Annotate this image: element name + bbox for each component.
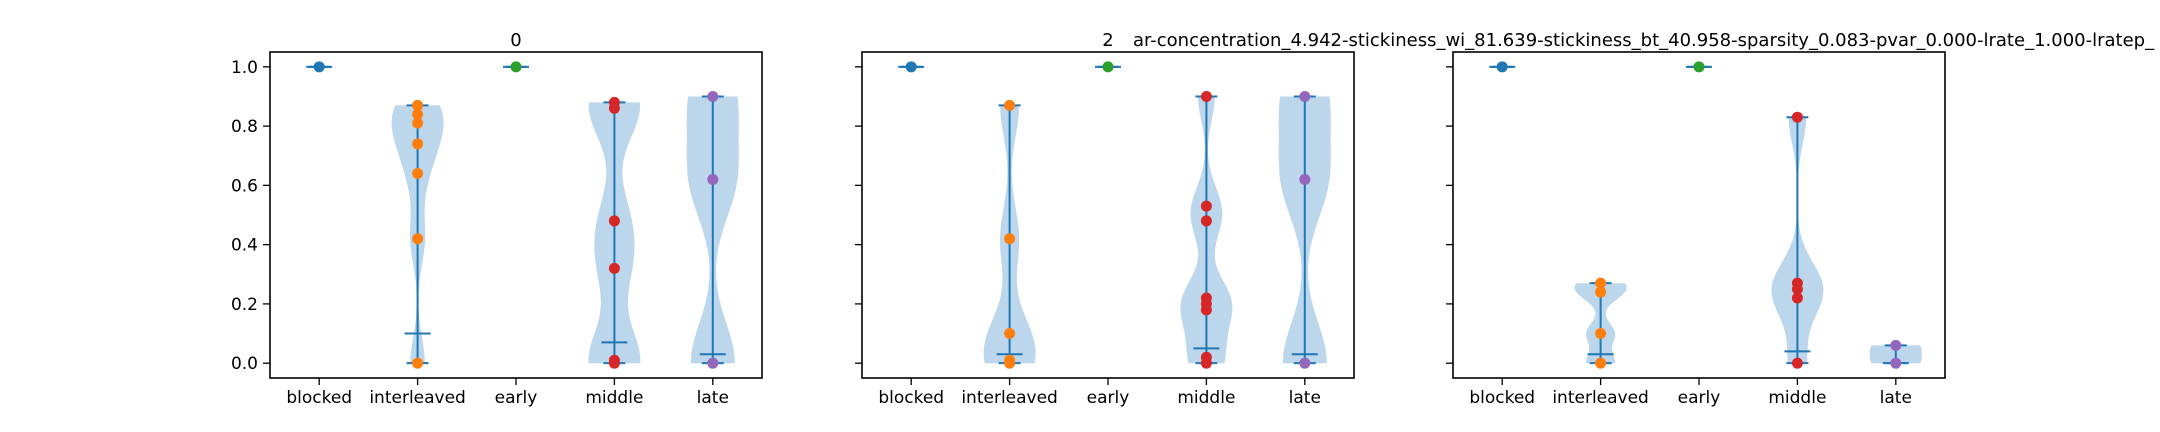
data-point: [1791, 111, 1803, 123]
data-point: [1200, 200, 1212, 212]
data-point: [1004, 233, 1016, 245]
data-point: [412, 168, 424, 180]
x-tick-label: late: [1289, 388, 1321, 408]
data-point: [1595, 277, 1607, 289]
data-point: [1200, 357, 1212, 369]
y-tick-label: 0.8: [231, 117, 258, 137]
panel-title-0: 0: [510, 30, 521, 51]
panel-1: blocked interleaved early middle late: [855, 51, 1355, 408]
data-point: [1299, 357, 1311, 369]
data-point: [1791, 357, 1803, 369]
x-tick-label: interleaved: [961, 388, 1058, 408]
y-tick-label: 0.6: [231, 176, 258, 196]
data-point: [1890, 339, 1902, 351]
data-point: [1595, 328, 1607, 340]
data-point: [412, 108, 424, 120]
x-tick-label: middle: [585, 388, 643, 408]
data-point: [1299, 173, 1311, 185]
data-point: [412, 233, 424, 245]
data-point: [1004, 328, 1016, 340]
data-point: [608, 215, 620, 227]
panel-title-2: ar-concentration_4.942-stickiness_wi_81.…: [1133, 30, 2155, 51]
x-tick-label: blocked: [878, 388, 944, 408]
data-point: [510, 61, 522, 73]
y-tick-label: 1.0: [231, 58, 258, 78]
data-point: [905, 61, 917, 73]
data-point: [1693, 61, 1705, 73]
y-tick-label: 0.0: [231, 354, 258, 374]
y-tick-label: 0.4: [231, 236, 258, 256]
panel-2: blocked interleaved early middle late: [1446, 51, 1946, 408]
data-point: [1791, 292, 1803, 304]
panel-0: 0.0 0.2 0.4 0.6 0.8 1.0 blocked interleaved earl…: [231, 51, 763, 408]
data-point: [1791, 283, 1803, 295]
x-tick-label: interleaved: [369, 388, 466, 408]
data-point: [1595, 357, 1607, 369]
data-point: [1200, 304, 1212, 316]
data-point: [707, 90, 719, 102]
panel-title-1: 2: [1102, 30, 1113, 51]
x-tick-label: late: [1880, 388, 1912, 408]
x-tick-label: early: [1678, 388, 1721, 408]
data-point: [412, 138, 424, 150]
x-tick-label: early: [1087, 388, 1130, 408]
data-point: [608, 102, 620, 114]
data-point: [1004, 99, 1016, 111]
data-point: [1890, 357, 1902, 369]
data-point: [1102, 61, 1114, 73]
data-point: [1200, 90, 1212, 102]
panels: 0.0 0.2 0.4 0.6 0.8 1.0 blocked interleaved earl…: [231, 51, 1946, 408]
data-point: [412, 117, 424, 129]
x-tick-label: blocked: [286, 388, 352, 408]
x-tick-label: middle: [1177, 388, 1235, 408]
data-point: [707, 357, 719, 369]
x-tick-label: late: [697, 388, 729, 408]
x-tick-label: middle: [1768, 388, 1826, 408]
data-point: [608, 357, 620, 369]
x-tick-label: early: [495, 388, 538, 408]
x-tick-label: interleaved: [1552, 388, 1649, 408]
data-point: [1595, 286, 1607, 298]
data-point: [1496, 61, 1508, 73]
data-point: [1004, 357, 1016, 369]
data-point: [707, 173, 719, 185]
data-point: [1200, 215, 1212, 227]
data-point: [313, 61, 325, 73]
data-point: [412, 99, 424, 111]
y-tick-label: 0.2: [231, 295, 258, 315]
data-point: [412, 357, 424, 369]
data-point: [608, 262, 620, 274]
data-point: [1299, 90, 1311, 102]
x-tick-label: blocked: [1469, 388, 1535, 408]
